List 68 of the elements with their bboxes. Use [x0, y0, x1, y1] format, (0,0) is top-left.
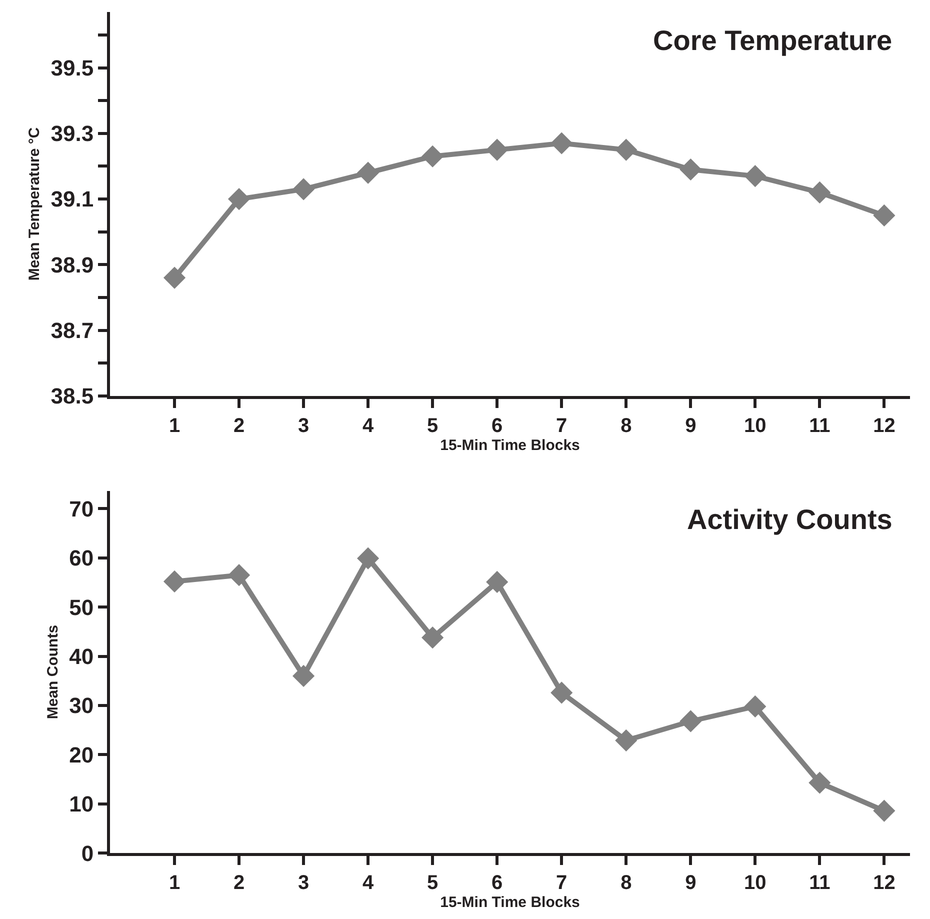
x-tick-label: 8 [620, 872, 632, 894]
y-tick-label: 10 [69, 792, 94, 817]
x-tick-label: 10 [744, 872, 766, 894]
y-tick-label: 0 [81, 840, 94, 866]
x-tick-label: 2 [233, 414, 245, 437]
y-axis-title: Mean Counts [44, 624, 62, 720]
x-tick-label: 5 [427, 872, 438, 894]
y-axis-title: Mean Temperature °C [26, 127, 44, 281]
point [680, 158, 702, 181]
y-tick-label: 50 [69, 594, 94, 620]
point [550, 132, 573, 154]
x-tick-label: 6 [492, 414, 503, 437]
point [228, 188, 250, 210]
point [744, 695, 766, 718]
x-tick-label: 3 [298, 414, 310, 437]
x-tick-label: 4 [362, 872, 374, 894]
point [292, 664, 315, 688]
point [292, 178, 315, 200]
point [422, 626, 444, 649]
y-tick-label: 38.5 [50, 384, 94, 409]
y-tick-label: 39.1 [50, 186, 94, 212]
x-tick-label: 3 [298, 872, 310, 894]
point [744, 165, 766, 188]
y-tick-label: 39.3 [50, 121, 94, 146]
x-tick-label: 12 [873, 414, 896, 437]
point [486, 570, 508, 594]
x-tick-label: 11 [809, 872, 830, 894]
x-tick-label: 7 [556, 872, 568, 894]
x-tick-label: 11 [809, 414, 830, 437]
y-tick-label: 30 [69, 693, 94, 718]
point [357, 547, 380, 570]
text: Core Temperature [653, 25, 892, 56]
x-axis-title: 15-Min Time Blocks [440, 436, 580, 454]
y-tick-label: 38.9 [50, 252, 94, 278]
point [422, 145, 444, 168]
x-tick-label: 8 [620, 414, 632, 437]
point [486, 138, 508, 161]
point [163, 570, 186, 593]
x-tick-label: 7 [556, 414, 568, 437]
x-tick-label: 6 [492, 872, 503, 894]
x-tick-label: 9 [685, 414, 696, 437]
x-tick-label: 1 [168, 414, 180, 437]
point [873, 800, 896, 822]
x-tick-label: 2 [233, 872, 245, 894]
point [550, 682, 573, 704]
y-tick-label: 20 [69, 742, 94, 768]
x-tick-label: 1 [168, 872, 180, 894]
y-tick-label: 38.7 [50, 318, 94, 343]
point [615, 729, 638, 752]
point [808, 181, 831, 204]
point [808, 772, 831, 794]
point [873, 204, 896, 226]
point [228, 564, 250, 586]
y-tick-label: 70 [69, 496, 94, 522]
text: Activity Counts [687, 504, 892, 535]
y-tick-label: 40 [69, 644, 94, 669]
y-tick-label: 39.5 [50, 55, 94, 80]
point [680, 710, 702, 732]
x-tick-label: 12 [873, 872, 896, 894]
x-tick-label: 4 [362, 414, 374, 437]
x-axis-title: 15-Min Time Blocks [440, 894, 580, 912]
y-tick-label: 60 [69, 546, 94, 571]
x-tick-label: 10 [744, 414, 766, 437]
point [163, 266, 186, 289]
point [357, 162, 380, 184]
point [615, 138, 638, 161]
x-tick-label: 9 [685, 872, 696, 894]
x-tick-label: 5 [427, 414, 438, 437]
